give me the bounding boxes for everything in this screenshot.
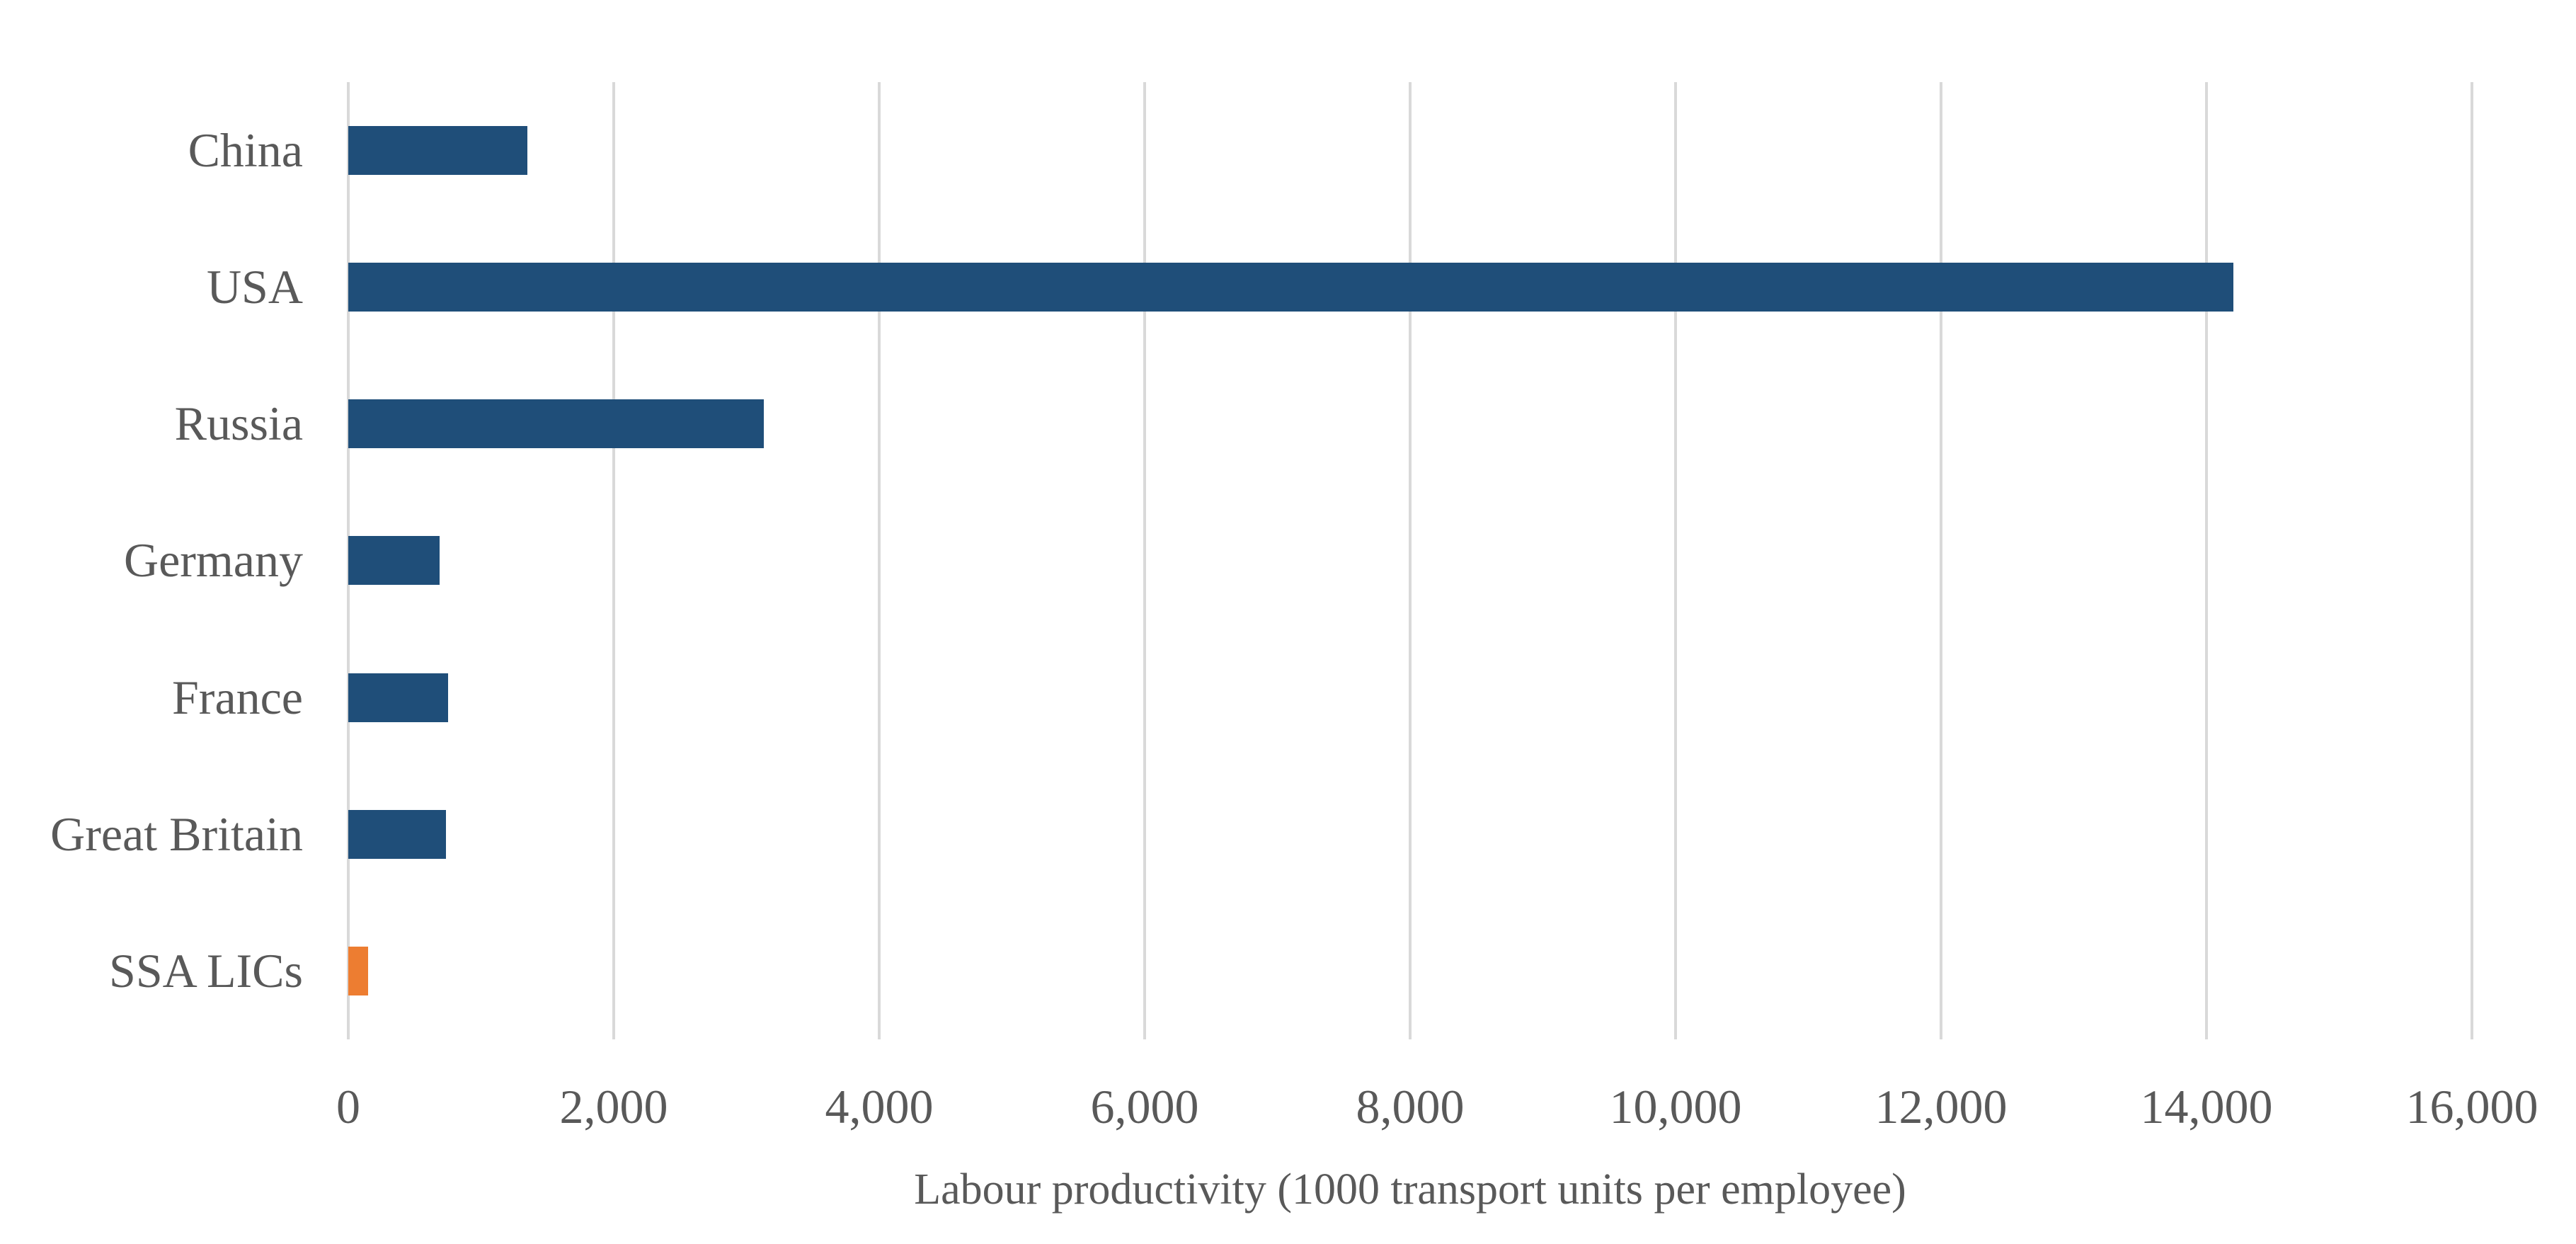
category-label-usa: USA [206, 260, 303, 314]
bar-china [348, 126, 528, 176]
bar-row-ssa-lics [348, 903, 2472, 1039]
bar-usa [348, 263, 2233, 312]
category-label-russia: Russia [174, 396, 303, 451]
category-label-germany: Germany [123, 533, 303, 588]
bar-row-great-britain [348, 766, 2472, 903]
bar-row-china [348, 82, 2472, 219]
y-axis-category-labels: China USA Russia Germany France Great Britain… [0, 82, 311, 1039]
bar-row-germany [348, 492, 2472, 629]
bar-row-france [348, 629, 2472, 766]
gridline-10000 [1674, 82, 1677, 1039]
gridline-14000 [2205, 82, 2208, 1039]
x-tick-label-10000: 10,000 [1609, 1080, 1742, 1134]
gridline-12000 [1940, 82, 1942, 1039]
bar-france [348, 673, 448, 722]
gridline-6000 [1143, 82, 1146, 1039]
bar-great-britain [348, 809, 446, 859]
gridline-4000 [878, 82, 881, 1039]
x-tick-label-0: 0 [336, 1080, 360, 1134]
gridline-8000 [1409, 82, 1412, 1039]
bars-container [348, 82, 2472, 1039]
x-tick-label-16000: 16,000 [2405, 1080, 2538, 1134]
bar-row-russia [348, 355, 2472, 492]
bar-row-usa [348, 219, 2472, 355]
category-label-china: China [188, 123, 303, 178]
category-label-ssa-lics: SSA LICs [109, 943, 303, 998]
category-label-france: France [171, 670, 303, 724]
bar-russia [348, 399, 764, 449]
x-tick-label-8000: 8,000 [1356, 1080, 1465, 1134]
gridline-2000 [612, 82, 615, 1039]
x-tick-label-6000: 6,000 [1090, 1080, 1199, 1134]
x-tick-label-12000: 12,000 [1874, 1080, 2008, 1134]
x-axis-title: Labour productivity (1000 transport unit… [914, 1165, 1906, 1214]
bar-ssa-lics [348, 946, 369, 995]
category-label-great-britain: Great Britain [50, 806, 303, 861]
x-tick-label-2000: 2,000 [559, 1080, 668, 1134]
bar-germany [348, 536, 440, 586]
gridline-16000 [2471, 82, 2473, 1039]
x-tick-label-4000: 4,000 [825, 1080, 934, 1134]
x-tick-label-14000: 14,000 [2140, 1080, 2273, 1134]
plot-area [347, 82, 2473, 1039]
